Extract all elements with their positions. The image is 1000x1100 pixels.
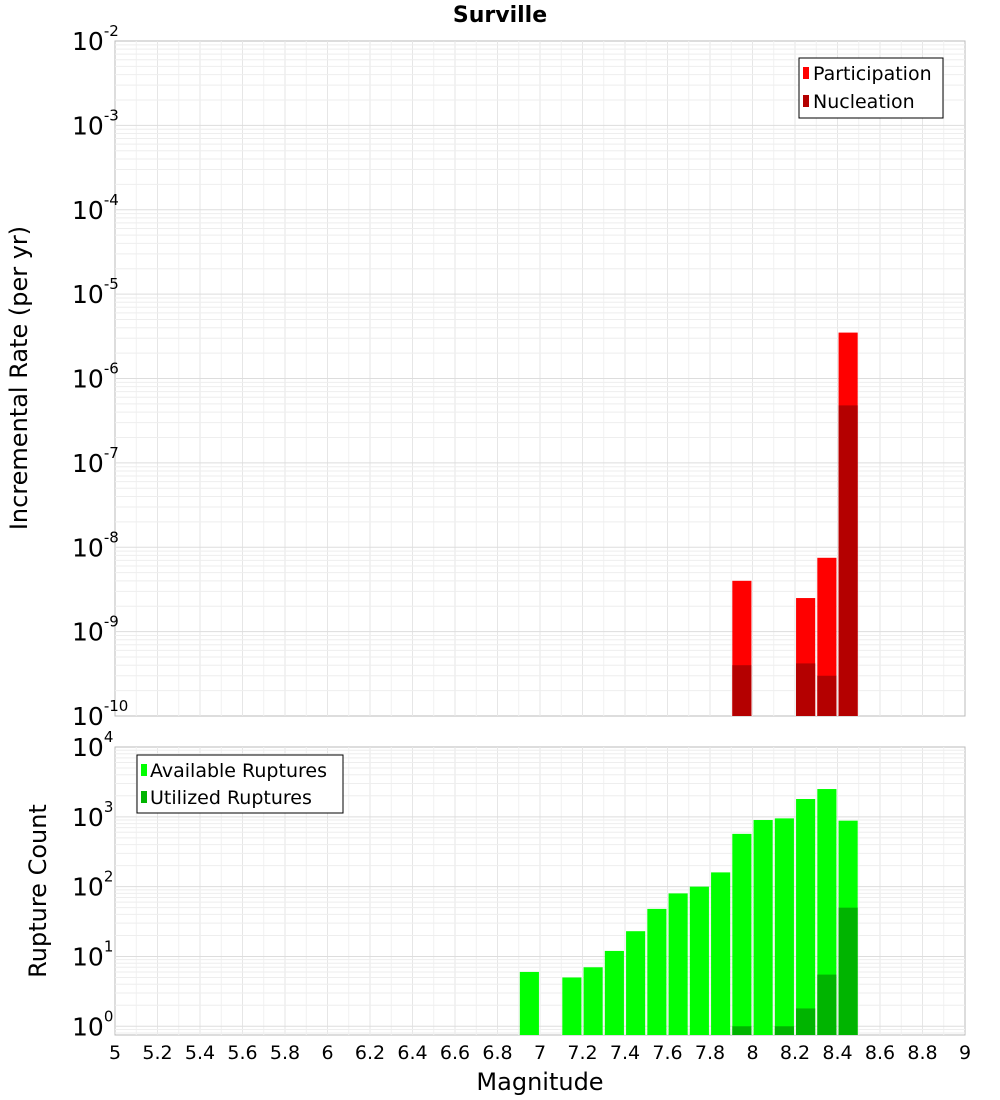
x-tick-label: 5.4 xyxy=(185,1042,215,1064)
x-tick-label: 9 xyxy=(959,1042,971,1064)
x-tick-label: 8.2 xyxy=(780,1042,810,1064)
x-tick-label: 5.8 xyxy=(270,1042,300,1064)
rupture-bar-primary xyxy=(689,886,709,1035)
rupture-bar-primary xyxy=(668,893,688,1035)
rupture-y-tick-label: 100 xyxy=(72,1007,113,1041)
x-tick-label: 7 xyxy=(534,1042,546,1064)
rate-y-tick-label: 10-3 xyxy=(72,106,119,140)
x-tick-label: 6 xyxy=(321,1042,333,1064)
rate-y-tick-label: 10-4 xyxy=(72,191,119,225)
rupture-bar-primary xyxy=(774,818,794,1035)
rupture-y-tick-label: 102 xyxy=(72,868,113,902)
rate-y-ticks: 10-2 10-3 10-4 10-5 10-6 10-7 10-8 10-9 10-10 xyxy=(72,22,128,731)
rupture-bar-primary xyxy=(732,833,752,1035)
rupture-y-ticks: 104 103 102 101 100 xyxy=(72,728,113,1041)
rupture-gridlines xyxy=(115,747,965,1035)
rupture-bar-primary xyxy=(711,872,731,1035)
nucleation-legend-label: Nucleation xyxy=(813,91,915,113)
x-tick-label: 5.6 xyxy=(227,1042,257,1064)
rate-bar-secondary xyxy=(732,665,752,716)
x-tick-label: 6.4 xyxy=(397,1042,427,1064)
x-tick-label: 8 xyxy=(746,1042,758,1064)
rate-y-tick-label: 10-5 xyxy=(72,275,119,309)
rate-y-tick-label: 10-2 xyxy=(72,22,119,56)
x-tick-label: 7.8 xyxy=(695,1042,725,1064)
x-tick-label: 8.6 xyxy=(865,1042,895,1064)
rupture-bar-secondary xyxy=(774,1026,794,1035)
rate-y-tick-label: 10-10 xyxy=(72,697,128,731)
rate-gridlines xyxy=(115,41,965,716)
rate-y-tick-label: 10-8 xyxy=(72,528,119,562)
available-legend-label: Available Ruptures xyxy=(150,760,327,782)
rupture-y-tick-label: 101 xyxy=(72,937,113,971)
rate-y-tick-label: 10-6 xyxy=(72,360,119,394)
x-tick-label: 6.8 xyxy=(482,1042,512,1064)
rupture-y-tick-label: 104 xyxy=(72,728,113,762)
rate-bar-secondary xyxy=(838,405,858,716)
utilized-legend-label: Utilized Ruptures xyxy=(150,787,312,809)
available-legend-swatch xyxy=(141,764,147,776)
rupture-y-axis-label: Rupture Count xyxy=(24,804,52,978)
nucleation-legend-swatch xyxy=(803,95,809,107)
rupture-bar-primary xyxy=(583,967,603,1035)
x-tick-label: 6.6 xyxy=(440,1042,470,1064)
rupture-bar-secondary xyxy=(732,1026,752,1035)
rupture-bar-primary xyxy=(753,820,773,1035)
utilized-legend-swatch xyxy=(141,791,147,803)
rate-y-axis-label: Incremental Rate (per yr) xyxy=(5,226,33,530)
rate-bars xyxy=(732,332,858,716)
rate-legend: Participation Nucleation xyxy=(798,57,944,119)
rupture-bar-primary xyxy=(647,908,667,1035)
rate-legend-box xyxy=(798,57,944,119)
rupture-bar-primary xyxy=(626,931,646,1035)
rupture-bar-secondary xyxy=(838,907,858,1035)
rupture-bar-primary xyxy=(519,971,539,1035)
rate-bar-secondary xyxy=(817,675,837,716)
x-tick-label: 7.2 xyxy=(567,1042,597,1064)
rate-y-tick-label: 10-9 xyxy=(72,613,119,647)
rupture-legend: Available Ruptures Utilized Ruptures xyxy=(136,754,344,814)
rate-bar-secondary xyxy=(796,663,816,716)
magnitude-x-ticks: 5 5.2 5.4 5.6 5.8 6 6.2 6.4 6.6 6.8 7 7.2 7.4 7.6 7.8 8… xyxy=(109,1042,971,1064)
x-tick-label: 7.6 xyxy=(652,1042,682,1064)
rupture-y-tick-label: 103 xyxy=(72,798,113,832)
x-tick-label: 5 xyxy=(109,1042,121,1064)
participation-legend-label: Participation xyxy=(813,63,932,85)
rupture-bar-primary xyxy=(817,789,837,1035)
rupture-bars xyxy=(519,789,858,1035)
rate-plot: 10-2 10-3 10-4 10-5 10-6 10-7 10-8 10-9 10-10 In… xyxy=(5,22,966,731)
rupture-bar-primary xyxy=(796,798,816,1035)
x-tick-label: 5.2 xyxy=(142,1042,172,1064)
rate-y-tick-label: 10-7 xyxy=(72,444,119,478)
participation-legend-swatch xyxy=(803,67,809,79)
rupture-bar-primary xyxy=(604,950,624,1035)
x-tick-label: 8.8 xyxy=(907,1042,937,1064)
x-axis-label: Magnitude xyxy=(476,1068,603,1096)
rupture-bar-secondary xyxy=(796,1008,816,1035)
rupture-legend-box xyxy=(136,754,344,814)
x-tick-label: 7.4 xyxy=(610,1042,640,1064)
chart-title: Surville xyxy=(453,3,547,28)
x-tick-label: 8.4 xyxy=(822,1042,852,1064)
rupture-count-plot: 104 103 102 101 100 5 5.2 5.4 5.6 5.8 6 6.2 6.4 6.6 6… xyxy=(24,728,971,1096)
rupture-bar-secondary xyxy=(817,974,837,1035)
x-tick-label: 6.2 xyxy=(355,1042,385,1064)
rupture-bar-primary xyxy=(562,977,582,1035)
